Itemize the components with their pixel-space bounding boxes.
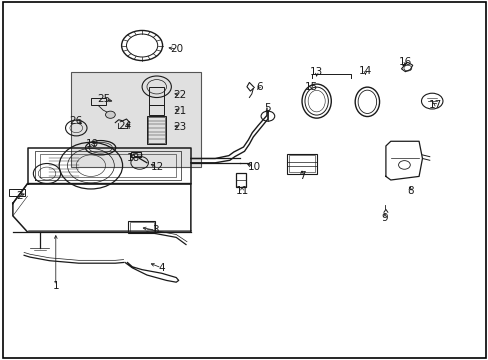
Bar xyxy=(235,173,246,187)
Text: 15: 15 xyxy=(304,82,317,92)
Text: 4: 4 xyxy=(158,263,164,273)
Bar xyxy=(287,154,316,174)
Bar xyxy=(91,98,105,105)
Text: 2: 2 xyxy=(16,191,22,201)
Bar xyxy=(147,116,166,144)
Text: 23: 23 xyxy=(173,122,186,132)
Bar xyxy=(149,87,163,105)
Text: 11: 11 xyxy=(235,186,248,196)
Text: 24: 24 xyxy=(118,121,131,131)
Text: 26: 26 xyxy=(69,116,83,126)
Text: 6: 6 xyxy=(255,82,262,92)
Text: 25: 25 xyxy=(97,94,110,104)
Text: 3: 3 xyxy=(152,225,159,235)
Text: 7: 7 xyxy=(298,171,305,181)
Text: 20: 20 xyxy=(170,44,183,54)
Text: 16: 16 xyxy=(398,57,411,67)
Text: 5: 5 xyxy=(264,103,271,113)
Text: 17: 17 xyxy=(428,100,441,110)
Bar xyxy=(9,189,25,196)
Text: 9: 9 xyxy=(381,213,387,222)
Text: 14: 14 xyxy=(358,66,371,76)
Text: 19: 19 xyxy=(85,139,99,149)
Text: 1: 1 xyxy=(52,281,59,291)
Bar xyxy=(148,117,164,143)
Text: 10: 10 xyxy=(247,162,260,172)
Bar xyxy=(130,222,154,232)
Bar xyxy=(71,72,200,167)
Circle shape xyxy=(105,111,115,118)
Bar xyxy=(128,221,155,233)
Bar xyxy=(289,155,314,172)
Bar xyxy=(131,152,141,157)
Text: 12: 12 xyxy=(151,162,164,172)
Bar xyxy=(149,105,163,115)
Text: 8: 8 xyxy=(406,186,413,196)
Text: 22: 22 xyxy=(173,90,186,100)
Text: 13: 13 xyxy=(309,67,323,77)
Text: 18: 18 xyxy=(126,153,140,163)
Text: 21: 21 xyxy=(173,106,186,116)
